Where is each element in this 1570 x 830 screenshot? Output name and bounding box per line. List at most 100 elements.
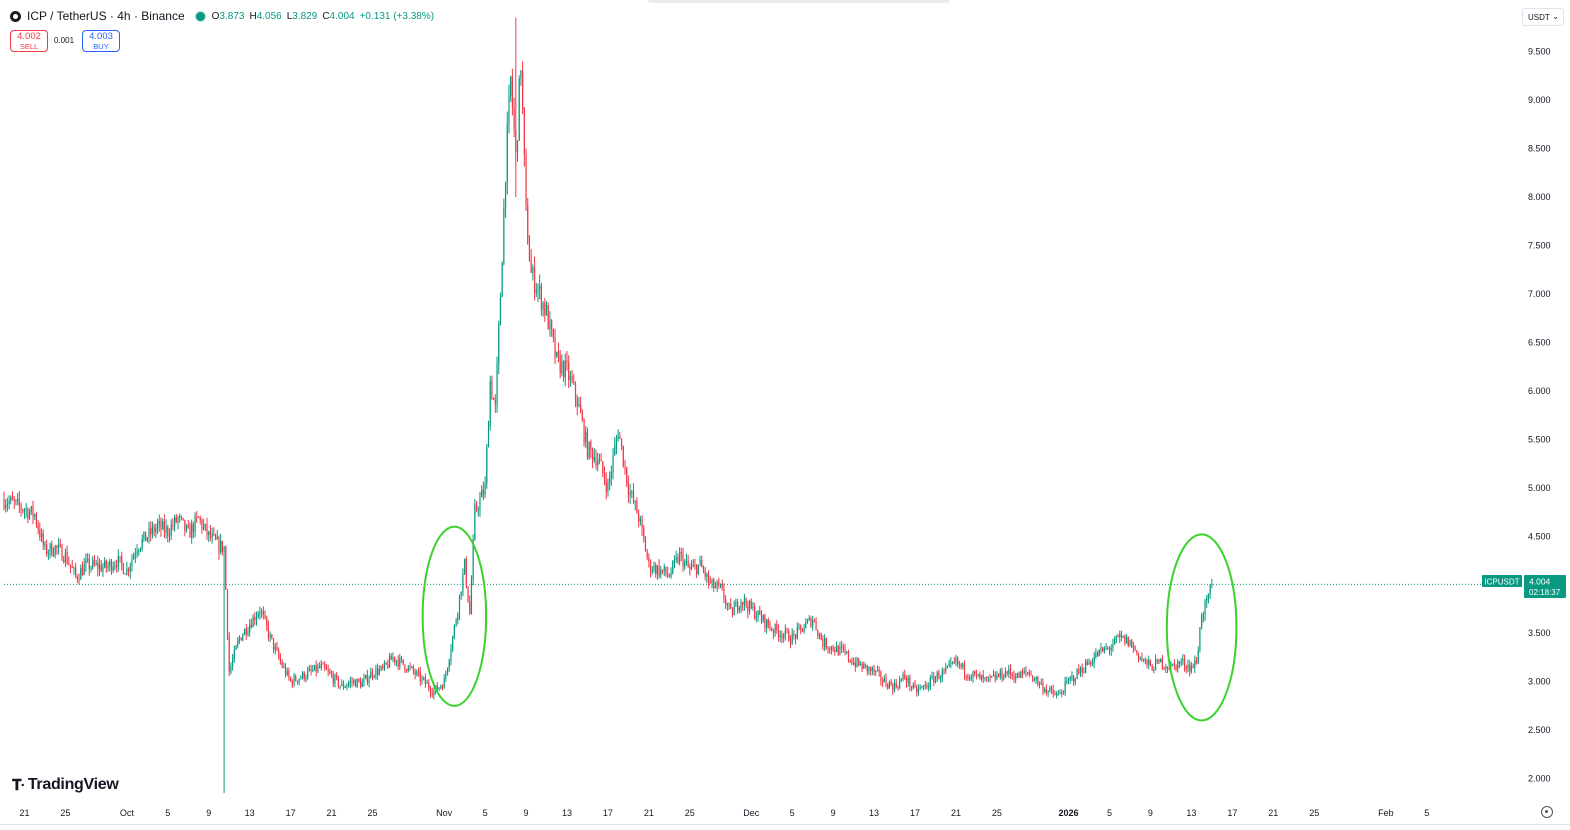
candle-body (701, 559, 703, 568)
candle-body (858, 658, 860, 665)
price-tick-label: 3.500 (1528, 628, 1551, 638)
candle-body (540, 286, 542, 310)
candle-body (564, 360, 566, 378)
candle-body (254, 616, 256, 621)
candle-body (513, 107, 515, 130)
brand-name: TradingView (27, 776, 119, 793)
candle-body (1088, 662, 1090, 665)
candle-body (554, 337, 556, 357)
candle-body (542, 302, 544, 310)
candle-body (713, 579, 715, 588)
price-tick-label: 6.000 (1528, 386, 1551, 396)
candle-body (940, 677, 942, 680)
candle-body (881, 680, 884, 682)
highlight-ellipse[interactable] (421, 525, 488, 707)
candle-body (156, 523, 159, 529)
candle-body (235, 645, 237, 650)
candle-body (779, 635, 781, 637)
candle-body (585, 431, 587, 443)
tradingview-brand[interactable]: 𝐓∙ TradingView (12, 776, 119, 794)
candle-body (1093, 657, 1095, 664)
candle-body (109, 561, 111, 566)
candle-body (189, 527, 191, 538)
candle-body (510, 76, 512, 96)
price-tick-label: 5.000 (1528, 483, 1551, 493)
gear-icon[interactable] (1541, 806, 1553, 818)
symbol-title[interactable]: ICP / TetherUS · 4h · Binance (27, 9, 185, 23)
candle-body (1006, 671, 1008, 674)
candle-body (808, 617, 810, 620)
candle-body (1158, 659, 1160, 663)
candle-body (530, 260, 532, 273)
candle-body (897, 686, 899, 688)
candle-body (793, 633, 795, 635)
price-tick-label: 9.000 (1528, 95, 1551, 105)
currency-select[interactable]: USDT ⌄ (1522, 8, 1564, 26)
candle-body (276, 646, 278, 651)
candle-body (875, 670, 877, 673)
candle-body (516, 140, 519, 152)
candle-body (880, 671, 882, 681)
candle-body (957, 657, 959, 664)
candle-body (37, 524, 39, 530)
candle-body (1143, 659, 1145, 661)
candle-body (909, 677, 911, 687)
symbol-legend[interactable]: ICP / TetherUS · 4h · Binance O3.873 H4.… (10, 9, 434, 23)
candle-body (631, 491, 633, 493)
candle-body (342, 683, 345, 688)
candle-body (1110, 647, 1112, 651)
candle-body (180, 516, 183, 518)
candle-body (798, 625, 800, 628)
toolbar-handle[interactable] (648, 0, 950, 3)
candle-body (1189, 664, 1191, 672)
candle-body (182, 517, 184, 520)
candle-body (220, 540, 222, 553)
candle-body (139, 547, 142, 551)
candle-body (107, 565, 109, 569)
candle-body (581, 413, 583, 421)
candle-body (469, 601, 471, 614)
candle-body (416, 671, 418, 675)
candle-body (261, 611, 263, 613)
candle-body (496, 363, 498, 405)
candle-body (446, 667, 449, 674)
candle-body (832, 646, 834, 651)
candle-body (465, 558, 467, 587)
candle-body (827, 648, 829, 650)
candle-body (765, 619, 768, 628)
candle-body (644, 538, 647, 552)
sell-button[interactable]: 4.002 SELL (10, 30, 48, 52)
candle-body (257, 613, 259, 618)
candle-body (974, 671, 976, 674)
candle-body (121, 556, 123, 564)
candle-body (933, 676, 935, 683)
candle-body (194, 516, 196, 533)
candle-body (344, 686, 346, 688)
candle-body (817, 629, 819, 636)
candle-body (90, 567, 92, 570)
candle-body (163, 521, 165, 533)
time-axis: 21 25 Oct 5 9 13 17 21 25 Nov 5 9 13 17 21 25 Dec 5 9 13 17 2… (19, 808, 1429, 818)
candle-body (1107, 647, 1109, 649)
candle-body (1119, 634, 1121, 638)
candle-body (620, 438, 623, 446)
candle-body (199, 517, 201, 520)
candle-body (590, 442, 592, 450)
candle-body (1185, 667, 1187, 669)
candle-body (278, 650, 280, 658)
candle-body (54, 545, 56, 555)
candle-body (1083, 672, 1085, 674)
candle-body (124, 573, 126, 575)
candle-body (504, 182, 507, 208)
candle-body (781, 635, 783, 639)
highlight-ellipse[interactable] (1165, 533, 1238, 722)
candle-body (1211, 584, 1213, 586)
candle-body (28, 511, 31, 519)
candle-body (757, 610, 759, 617)
candle-body (68, 563, 70, 565)
candle-body (148, 527, 150, 538)
buy-button[interactable]: 4.003 BUY (82, 30, 120, 52)
candle-body (243, 629, 246, 635)
